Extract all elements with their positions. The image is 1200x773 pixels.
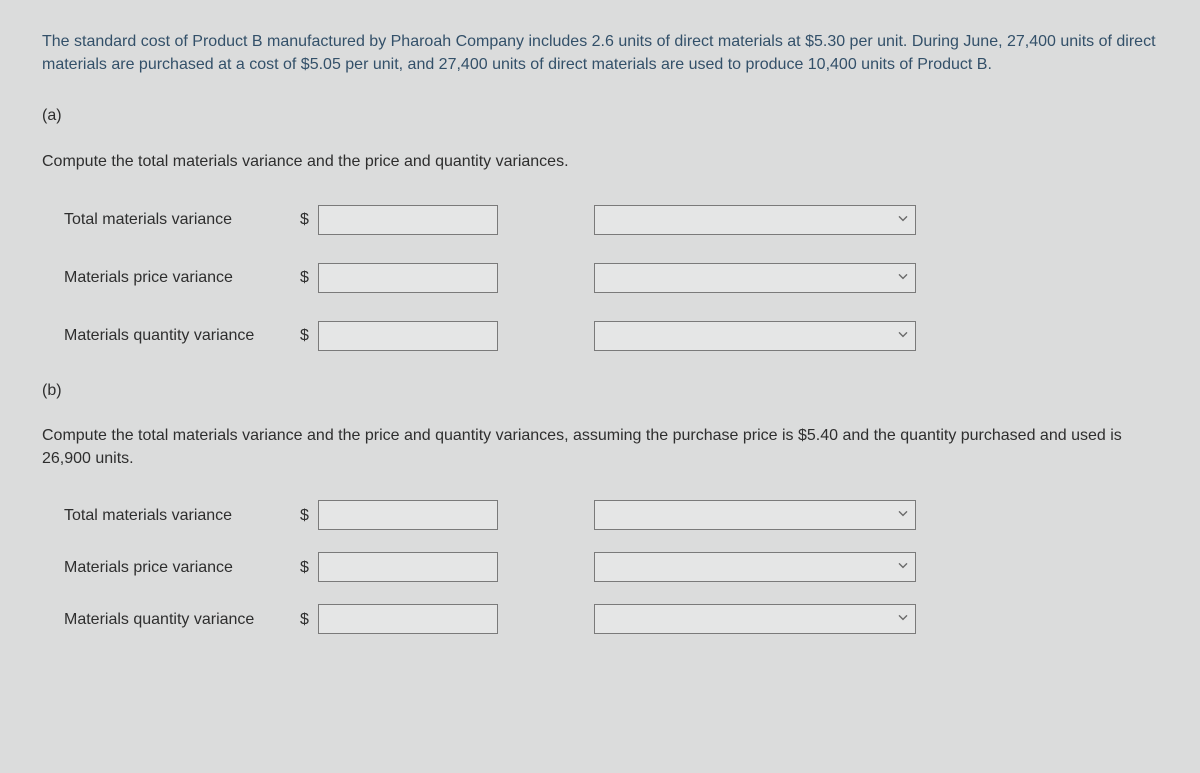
variance-type-select-price-b[interactable] <box>594 552 916 582</box>
problem-statement: The standard cost of Product B manufactu… <box>42 30 1158 76</box>
row-materials-price-variance-a: Materials price variance $ <box>42 263 1158 293</box>
variance-type-value[interactable] <box>595 264 915 292</box>
variance-type-select-price-a[interactable] <box>594 263 916 293</box>
variance-type-value[interactable] <box>595 553 915 581</box>
variance-type-value[interactable] <box>595 501 915 529</box>
part-b-instruction: Compute the total materials variance and… <box>42 424 1158 470</box>
variance-type-select-total-b[interactable] <box>594 500 916 530</box>
amount-input-total-a[interactable] <box>318 205 498 235</box>
amount-input-total-b[interactable] <box>318 500 498 530</box>
variance-type-value[interactable] <box>595 605 915 633</box>
row-label: Total materials variance <box>64 208 300 231</box>
row-label: Materials quantity variance <box>64 608 300 631</box>
currency-symbol: $ <box>300 266 318 289</box>
amount-input-quantity-b[interactable] <box>318 604 498 634</box>
currency-symbol: $ <box>300 324 318 347</box>
row-label: Total materials variance <box>64 504 300 527</box>
row-materials-price-variance-b: Materials price variance $ <box>42 552 1158 582</box>
part-a-label: (a) <box>42 104 1158 127</box>
variance-type-value[interactable] <box>595 322 915 350</box>
part-b-label: (b) <box>42 379 1158 402</box>
amount-input-price-b[interactable] <box>318 552 498 582</box>
amount-input-quantity-a[interactable] <box>318 321 498 351</box>
currency-symbol: $ <box>300 208 318 231</box>
part-a-instruction: Compute the total materials variance and… <box>42 150 1158 173</box>
row-label: Materials price variance <box>64 556 300 579</box>
row-materials-quantity-variance-b: Materials quantity variance $ <box>42 604 1158 634</box>
row-total-materials-variance-a: Total materials variance $ <box>42 205 1158 235</box>
row-label: Materials quantity variance <box>64 324 300 347</box>
row-label: Materials price variance <box>64 266 300 289</box>
row-total-materials-variance-b: Total materials variance $ <box>42 500 1158 530</box>
row-materials-quantity-variance-a: Materials quantity variance $ <box>42 321 1158 351</box>
variance-type-value[interactable] <box>595 206 915 234</box>
currency-symbol: $ <box>300 608 318 631</box>
variance-type-select-quantity-b[interactable] <box>594 604 916 634</box>
variance-type-select-total-a[interactable] <box>594 205 916 235</box>
currency-symbol: $ <box>300 504 318 527</box>
variance-type-select-quantity-a[interactable] <box>594 321 916 351</box>
amount-input-price-a[interactable] <box>318 263 498 293</box>
currency-symbol: $ <box>300 556 318 579</box>
